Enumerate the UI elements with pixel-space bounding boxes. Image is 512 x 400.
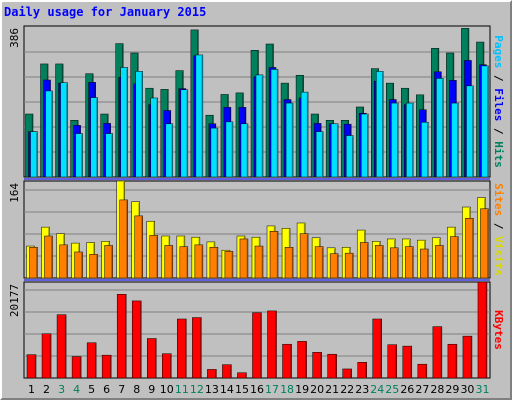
legend-pages-files-hits-part: / xyxy=(492,121,505,141)
x-tick-label: 14 xyxy=(220,383,234,396)
kbytes-bar xyxy=(131,300,142,379)
x-tick-label: 23 xyxy=(355,383,369,396)
kbytes-ymax-label: 20177 xyxy=(8,284,21,317)
x-tick-label: 25 xyxy=(385,383,399,396)
x-tick-label: 9 xyxy=(148,383,155,396)
kbytes-bar xyxy=(71,356,82,379)
x-tick-label: 26 xyxy=(400,383,414,396)
kbytes-bar xyxy=(387,344,398,379)
kbytes-bar xyxy=(41,333,52,379)
kbytes-bar xyxy=(297,341,307,379)
x-tick-label: 7 xyxy=(118,383,125,396)
kbytes-bar xyxy=(101,354,112,379)
kbytes-bar xyxy=(147,338,157,379)
x-tick-label: 1 xyxy=(28,383,35,396)
legend-kbytes-part: KBytes xyxy=(492,310,505,350)
x-tick-label: 18 xyxy=(280,383,294,396)
kbytes-bar xyxy=(56,314,67,379)
x-tick-label: 31 xyxy=(475,383,489,396)
kbytes-bar xyxy=(417,363,428,379)
x-tick-label: 10 xyxy=(160,383,174,396)
pages-bar xyxy=(240,123,249,178)
legend-pages-files-hits-part: Pages xyxy=(492,35,505,68)
kbytes-bar xyxy=(237,372,247,379)
kbytes-bar xyxy=(177,318,187,379)
legend-sites-visits: Sites / Visits xyxy=(492,183,505,276)
kbytes-bar xyxy=(462,335,473,379)
sites-bar xyxy=(194,244,204,279)
x-tick-label: 17 xyxy=(265,383,279,396)
kbytes-bar xyxy=(222,364,232,379)
kbytes-bar xyxy=(207,369,217,379)
kbytes-bar xyxy=(357,362,367,379)
kbytes-bar xyxy=(252,312,262,379)
pages-bar xyxy=(180,89,189,178)
pages-bar xyxy=(195,54,204,178)
sites-bar xyxy=(179,246,189,279)
visits-ymax-label: 164 xyxy=(8,183,21,203)
sites-bar xyxy=(29,246,38,279)
kbytes-bar xyxy=(447,343,458,379)
pages-bar xyxy=(165,123,174,178)
x-tick-label: 28 xyxy=(430,383,444,396)
sites-bar xyxy=(89,254,98,279)
kbytes-bar xyxy=(372,318,382,379)
legend-pages-files-hits-part: / xyxy=(492,68,505,88)
x-tick-label: 20 xyxy=(310,383,324,396)
pages-bar xyxy=(225,121,234,178)
legend-pages-files-hits: Pages / Files / Hits xyxy=(492,35,505,168)
x-tick-label: 19 xyxy=(295,383,309,396)
sites-bar xyxy=(239,238,249,279)
kbytes-bar xyxy=(282,343,292,379)
legend-kbytes: KBytes xyxy=(492,310,505,350)
kbytes-bar xyxy=(342,368,352,379)
kbytes-bar xyxy=(312,352,322,379)
legend-sites-visits-part: / xyxy=(492,216,505,236)
sites-bar xyxy=(164,245,174,279)
kbytes-bar xyxy=(162,353,172,379)
sites-bar xyxy=(149,235,159,279)
pages-bar xyxy=(210,127,219,178)
pages-bar xyxy=(90,97,98,178)
x-tick-label: 8 xyxy=(133,383,140,396)
hits-ymax-label: 386 xyxy=(8,28,21,48)
kbytes-bar xyxy=(432,326,443,379)
sites-bar xyxy=(209,246,219,279)
kbytes-bar xyxy=(86,342,97,379)
chart-title: Daily usage for January 2015 xyxy=(4,5,207,19)
x-tick-label: 30 xyxy=(460,383,474,396)
x-tick-label: 12 xyxy=(190,383,204,396)
legend-pages-files-hits-part: Files xyxy=(492,88,505,121)
x-tick-label: 27 xyxy=(415,383,429,396)
x-tick-label: 21 xyxy=(325,383,339,396)
pages-bar xyxy=(150,97,159,178)
pages-bar xyxy=(105,133,113,178)
x-tick-label: 4 xyxy=(73,383,80,396)
x-tick-label: 5 xyxy=(88,383,95,396)
kbytes-bar xyxy=(327,353,337,379)
kbytes-bar xyxy=(477,281,488,379)
x-tick-label: 22 xyxy=(340,383,354,396)
x-tick-label: 11 xyxy=(175,383,189,396)
x-tick-label: 13 xyxy=(205,383,219,396)
x-tick-label: 3 xyxy=(58,383,65,396)
sites-bar xyxy=(104,245,113,279)
kbytes-bar xyxy=(402,345,413,379)
legend-sites-visits-part: Visits xyxy=(492,236,505,276)
kbytes-bar xyxy=(116,294,127,379)
x-tick-label: 2 xyxy=(43,383,50,396)
sites-bar xyxy=(44,235,53,279)
x-tick-label: 24 xyxy=(370,383,384,396)
sites-bar xyxy=(224,251,234,279)
x-tick-label: 6 xyxy=(103,383,110,396)
legend-pages-files-hits-part: Hits xyxy=(492,141,505,168)
x-tick-label: 15 xyxy=(235,383,249,396)
x-tick-label: 29 xyxy=(445,383,459,396)
x-tick-label: 16 xyxy=(250,383,264,396)
legend-sites-visits-part: Sites xyxy=(492,183,505,216)
kbytes-bar xyxy=(192,317,202,379)
kbytes-bar xyxy=(26,354,37,379)
kbytes-bar xyxy=(267,310,277,379)
